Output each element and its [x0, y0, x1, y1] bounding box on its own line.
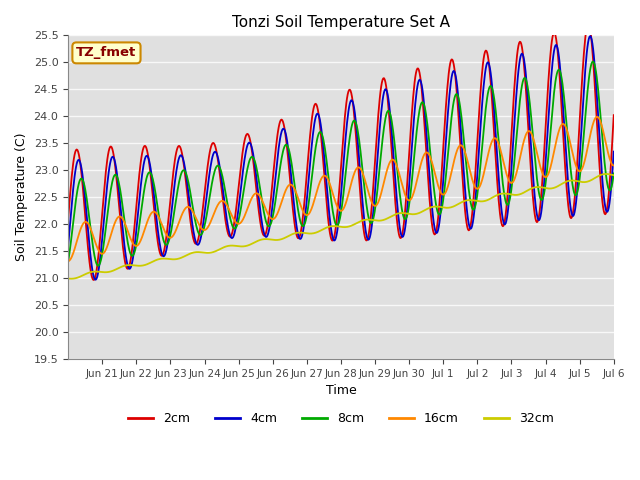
Legend: 2cm, 4cm, 8cm, 16cm, 32cm: 2cm, 4cm, 8cm, 16cm, 32cm [123, 407, 559, 430]
Text: TZ_fmet: TZ_fmet [76, 47, 136, 60]
X-axis label: Time: Time [326, 384, 356, 397]
Y-axis label: Soil Temperature (C): Soil Temperature (C) [15, 133, 28, 262]
Title: Tonzi Soil Temperature Set A: Tonzi Soil Temperature Set A [232, 15, 450, 30]
